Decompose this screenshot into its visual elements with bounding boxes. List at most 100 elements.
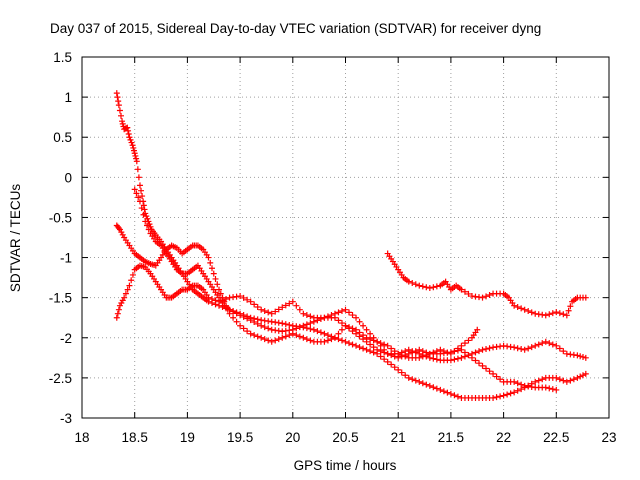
data-point <box>233 318 240 325</box>
data-point <box>230 314 237 321</box>
data-point <box>458 286 465 293</box>
data-point <box>553 309 560 316</box>
data-point <box>115 306 122 313</box>
data-point <box>321 314 328 321</box>
data-point <box>567 377 574 384</box>
data-point <box>395 354 402 361</box>
data-point <box>419 283 426 290</box>
data-point <box>497 393 504 400</box>
data-point <box>349 341 356 348</box>
data-point <box>447 390 454 397</box>
data-point <box>142 218 149 225</box>
data-point <box>324 337 331 344</box>
data-point <box>258 306 265 313</box>
data-point <box>138 187 145 194</box>
data-point <box>258 334 265 341</box>
data-point <box>254 333 261 340</box>
data-point <box>335 317 342 324</box>
data-point <box>367 336 374 343</box>
x-axis-label: GPS time / hours <box>294 458 397 473</box>
data-point <box>518 305 525 312</box>
data-point <box>247 298 254 305</box>
data-point <box>212 297 219 304</box>
data-point <box>384 342 391 349</box>
data-point <box>353 314 360 321</box>
data-point <box>119 118 126 125</box>
data-point <box>275 306 282 313</box>
data-point <box>384 350 391 357</box>
data-point <box>486 345 493 352</box>
data-point <box>328 336 335 343</box>
data-point <box>140 211 147 218</box>
x-tick-label: 22.5 <box>543 430 569 445</box>
data-point <box>553 342 560 349</box>
data-point <box>265 337 272 344</box>
x-tick-label: 23 <box>601 430 616 445</box>
data-point <box>451 348 458 355</box>
x-tick-label: 21.5 <box>438 430 464 445</box>
data-point <box>230 308 237 315</box>
data-point <box>409 376 416 383</box>
data-point <box>303 336 310 343</box>
data-point <box>563 312 570 319</box>
data-point <box>125 127 132 134</box>
y-tick-label: -1.5 <box>49 291 72 306</box>
data-point <box>514 304 521 311</box>
data-point <box>574 352 581 359</box>
data-point <box>479 346 486 353</box>
data-point <box>511 302 518 309</box>
data-point <box>370 344 377 351</box>
data-point <box>296 324 303 331</box>
data-point <box>423 381 430 388</box>
data-point <box>525 345 532 352</box>
y-tick-label: -3 <box>60 411 72 426</box>
data-point <box>328 312 335 319</box>
data-point <box>416 346 423 353</box>
data-point <box>398 353 405 360</box>
data-point <box>556 310 563 317</box>
data-point <box>136 198 143 205</box>
data-point <box>310 326 317 333</box>
data-point <box>556 345 563 352</box>
data-point <box>535 377 542 384</box>
data-point <box>514 387 521 394</box>
data-point <box>483 365 490 372</box>
y-tick-label: -2 <box>60 331 72 346</box>
data-point <box>356 318 363 325</box>
data-point <box>465 290 472 297</box>
data-point <box>244 328 251 335</box>
data-point <box>119 120 126 127</box>
data-point <box>437 386 444 393</box>
data-point <box>419 380 426 387</box>
data-point <box>377 348 384 355</box>
data-point <box>130 144 137 151</box>
data-point <box>296 333 303 340</box>
data-point <box>296 306 303 313</box>
x-tick-label: 21 <box>391 430 406 445</box>
x-tick-label: 18.5 <box>122 430 148 445</box>
data-point <box>338 337 345 344</box>
data-point <box>310 318 317 325</box>
data-point <box>268 338 275 345</box>
data-point <box>115 225 122 232</box>
data-point <box>483 346 490 353</box>
data-point <box>416 378 423 385</box>
data-point <box>539 340 546 347</box>
data-point <box>490 370 497 377</box>
data-point <box>251 319 258 326</box>
data-point <box>560 311 567 318</box>
x-tick-label: 20.5 <box>332 430 358 445</box>
data-point <box>381 341 388 348</box>
data-point <box>474 326 481 333</box>
data-point <box>346 340 353 347</box>
data-point <box>419 353 426 360</box>
data-point <box>412 348 419 355</box>
data-point <box>346 309 353 316</box>
data-point <box>338 326 345 333</box>
data-point <box>293 332 300 339</box>
data-point <box>113 90 120 97</box>
data-point <box>141 206 148 213</box>
data-point <box>293 302 300 309</box>
data-point <box>560 377 567 384</box>
